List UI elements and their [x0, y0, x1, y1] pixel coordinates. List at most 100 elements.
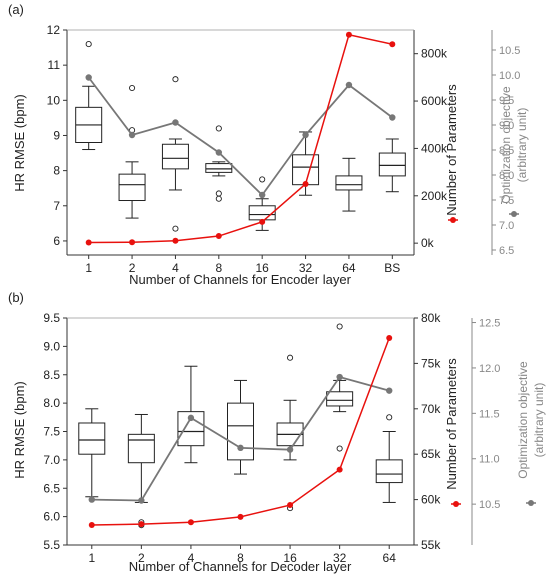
params-tick-label: 75k — [421, 356, 441, 370]
panel-label: (a) — [8, 2, 24, 17]
params-tick-label: 60k — [421, 493, 441, 507]
opt-series-point — [172, 119, 179, 126]
params-series-point — [215, 233, 222, 240]
x-tick-label: 1 — [88, 551, 95, 565]
params-series-point — [88, 522, 95, 529]
opt-tick-label: 10.5 — [479, 499, 500, 511]
opt-series-point — [389, 114, 396, 121]
left-tick-label: 6.0 — [43, 510, 60, 524]
box-outlier — [129, 84, 136, 92]
params-tick-label: 400k — [421, 141, 448, 155]
params-tick-label: 0k — [421, 236, 435, 250]
opt-tick-label: 7.5 — [499, 195, 514, 207]
box-iqr — [292, 154, 320, 186]
x-axis-label: Number of Channels for Encoder layer — [129, 272, 352, 287]
left-tick-label: 7 — [53, 199, 60, 213]
box-iqr — [375, 459, 403, 484]
box-outlier — [259, 176, 266, 183]
box-iqr — [118, 173, 146, 202]
opt-series-point — [85, 74, 92, 81]
left-tick-label: 8.5 — [43, 368, 60, 382]
opt-tick-label: 11.5 — [479, 408, 500, 420]
params-series-point — [172, 237, 179, 244]
opt-series-point — [138, 497, 145, 504]
left-tick-label: 8 — [53, 164, 60, 178]
opt-tick-label: 8.5 — [499, 145, 514, 157]
params-tick-label: 80k — [421, 311, 441, 325]
params-axis-label: Number of Parameters — [444, 358, 459, 490]
box-iqr — [205, 163, 233, 173]
x-tick-label: 16 — [283, 551, 297, 565]
opt-series-line — [87, 76, 393, 197]
x-tick-label: BS — [384, 261, 400, 275]
panel-label: (b) — [8, 290, 24, 305]
opt-series-point — [302, 131, 309, 139]
x-tick-label: 4 — [172, 261, 179, 275]
box-outlier — [336, 445, 343, 452]
x-tick-label: 4 — [188, 551, 195, 565]
opt-series-point — [215, 149, 223, 156]
params-series-point — [187, 519, 194, 526]
opt-series-point — [237, 444, 244, 452]
opt-series-point — [187, 414, 195, 422]
params-legend-marker — [450, 217, 456, 223]
x-tick-label: 2 — [138, 551, 145, 565]
box-outlier — [287, 354, 294, 361]
left-tick-label: 7.0 — [43, 453, 60, 467]
box-outlier — [336, 323, 343, 330]
opt-tick-label: 10.0 — [499, 70, 520, 82]
box-outlier — [85, 41, 92, 48]
left-tick-label: 9 — [53, 128, 60, 142]
opt-tick-label: 9.0 — [499, 120, 514, 132]
params-series-point — [389, 41, 396, 48]
left-axis-label: HR RMSE (bpm) — [12, 94, 27, 192]
x-tick-label: 8 — [215, 261, 222, 275]
left-axis-label: HR RMSE (bpm) — [12, 381, 27, 479]
opt-tick-label: 12.0 — [479, 363, 500, 375]
x-tick-label: 2 — [129, 261, 136, 275]
params-series-point — [345, 31, 352, 38]
box-outlier — [386, 414, 393, 421]
box-outlier — [172, 225, 179, 232]
box-iqr — [326, 391, 354, 407]
params-tick-label: 65k — [421, 447, 441, 461]
box-iqr — [378, 152, 406, 177]
opt-legend-marker — [528, 500, 534, 506]
box-iqr — [127, 433, 155, 464]
opt-series-point — [128, 131, 136, 139]
opt-tick-label: 7.0 — [499, 220, 514, 232]
box-iqr — [78, 422, 106, 455]
box-outlier — [215, 195, 222, 202]
box-outlier — [215, 190, 222, 197]
params-series-point — [129, 239, 136, 246]
box-iqr — [335, 175, 363, 191]
x-tick-label: 32 — [333, 551, 347, 565]
x-axis-label: Number of Channels for Decoder layer — [129, 559, 352, 574]
box-iqr — [177, 411, 205, 447]
box-iqr — [227, 402, 254, 461]
x-tick-label: 64 — [342, 261, 356, 275]
box-iqr — [248, 205, 276, 221]
opt-axis-sublabel: (arbitrary unit) — [532, 383, 546, 458]
opt-series-point — [258, 191, 266, 199]
left-tick-label: 9.0 — [43, 339, 60, 353]
opt-tick-label: 9.5 — [499, 95, 514, 107]
params-series-point — [237, 513, 244, 520]
params-series-point — [336, 466, 343, 473]
opt-series-point — [345, 81, 353, 89]
params-series-line — [88, 33, 393, 244]
params-series-point — [138, 521, 145, 528]
opt-series-point — [386, 387, 393, 394]
left-tick-label: 5.5 — [43, 538, 60, 552]
x-tick-label: 1 — [85, 261, 92, 275]
params-series-point — [287, 502, 294, 509]
left-tick-label: 7.5 — [43, 425, 60, 439]
opt-series-point — [336, 373, 343, 381]
params-tick-label: 200k — [421, 189, 448, 203]
params-tick-label: 800k — [421, 47, 448, 61]
left-tick-label: 11 — [48, 58, 61, 72]
left-tick-label: 12 — [47, 23, 61, 37]
x-tick-label: 64 — [383, 551, 397, 565]
